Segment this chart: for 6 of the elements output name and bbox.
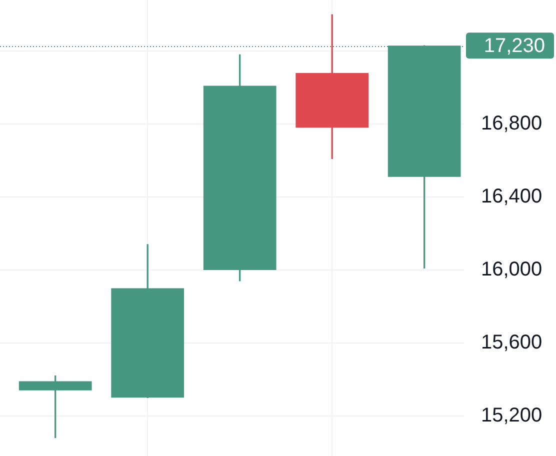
y-tick-label: 15,600 xyxy=(481,331,542,354)
y-tick-label: 16,800 xyxy=(481,112,542,135)
ref-line-label: 17,230 xyxy=(484,35,545,58)
y-tick-label: 16,000 xyxy=(481,258,542,280)
y-tick-label: 15,200 xyxy=(481,404,542,426)
y-tick-label: 16,400 xyxy=(481,186,542,208)
